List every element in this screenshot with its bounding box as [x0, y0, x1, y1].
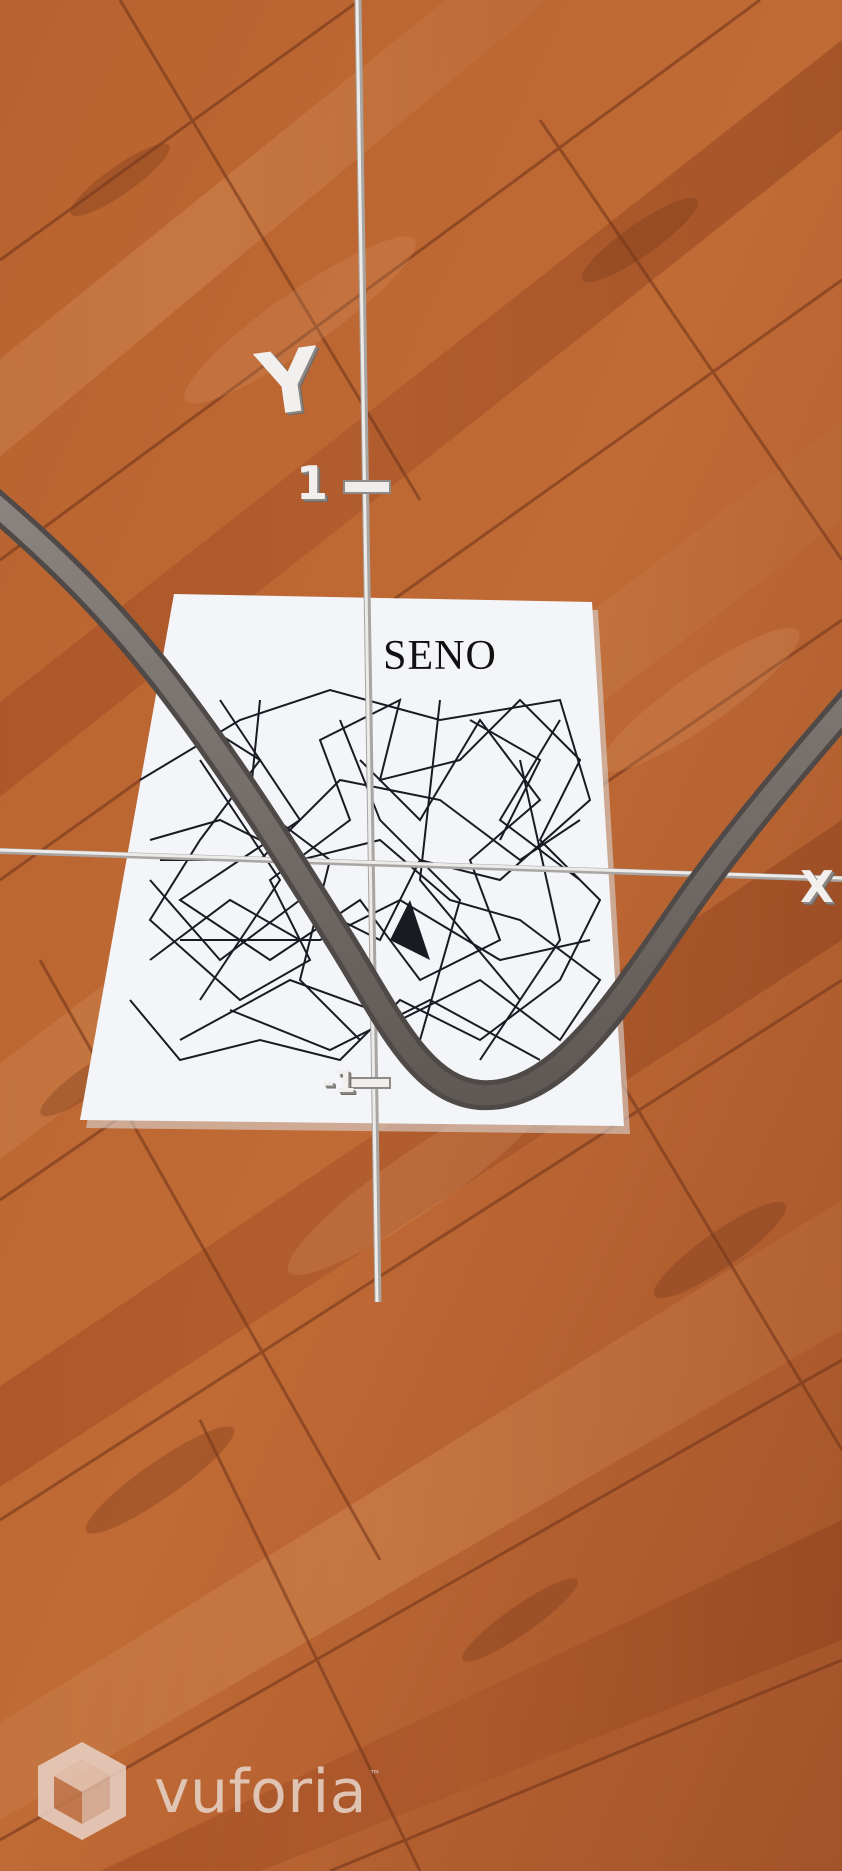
y-axis [343, 0, 391, 1303]
vuforia-cube-logo-icon [38, 1742, 126, 1840]
marker-title: SENO [383, 633, 497, 679]
y-axis-label: Y [251, 329, 327, 437]
y-tick-positive [343, 480, 391, 494]
y-tick-positive-label: 1 [296, 456, 329, 510]
sine-curve [0, 488, 842, 1111]
vuforia-watermark: vuforia ™ [38, 1742, 381, 1842]
vuforia-logo-spacer [38, 1743, 126, 1841]
x-axis-label: X [800, 862, 834, 913]
trademark-symbol: ™ [368, 1768, 381, 1782]
y-tick-negative-label: -1 [322, 1065, 356, 1100]
y-tick-negative [349, 1077, 391, 1089]
brand-name: vuforia [154, 1757, 367, 1827]
